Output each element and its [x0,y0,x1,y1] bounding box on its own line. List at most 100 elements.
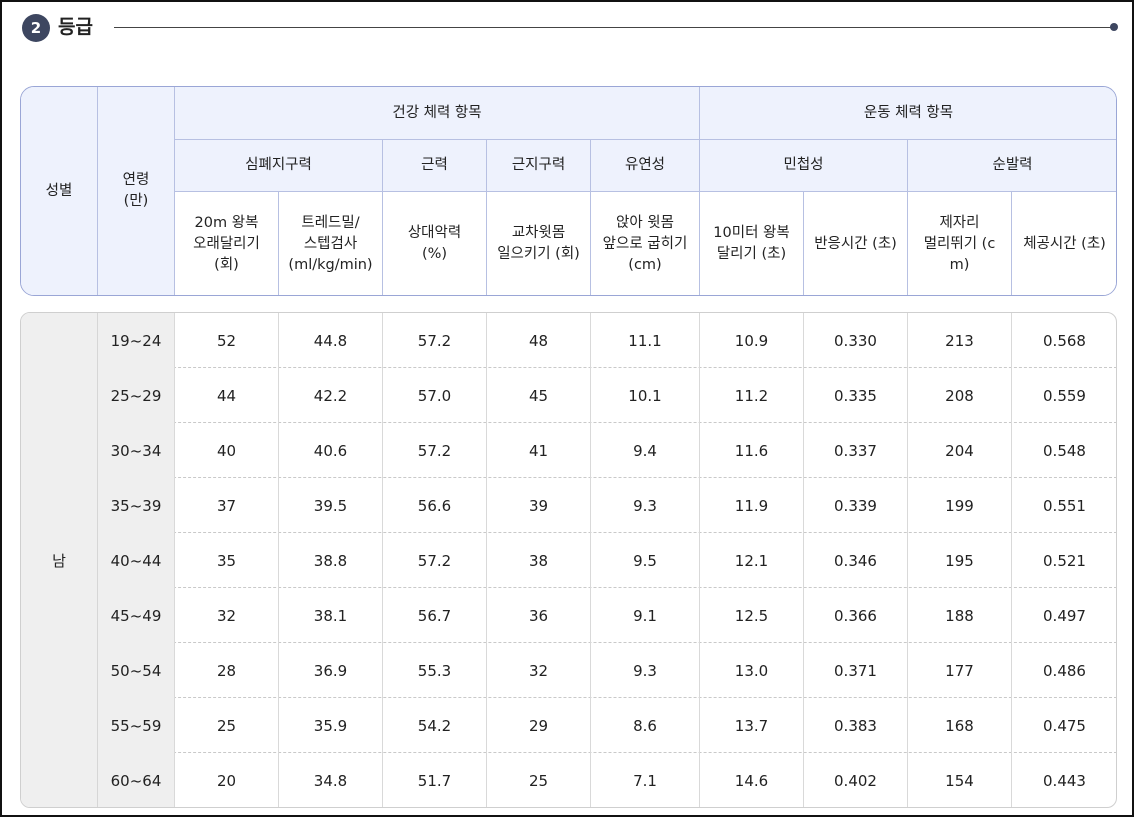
header-flexibility: 유연성 [591,140,700,192]
situp-cell: 25 [487,753,591,807]
header-item-situp: 교차윗몸 일으키기 (회) [487,192,591,295]
age-cell: 45~49 [98,588,175,643]
header-strength: 근력 [383,140,487,192]
shuttle-run-cell: 28 [175,643,279,698]
grade-table-body: 남 19~24 52 44.8 57.2 48 11.1 10.9 0.330 213 0.568… [20,312,1117,808]
airtime-cell: 0.568 [1043,331,1086,350]
header-item-shuttle-run: 20m 왕복 오래달리기 (회) [175,192,279,295]
table-row: 19~24 52 44.8 57.2 48 11.1 10.9 0.330 213 0.568 [98,313,1116,368]
long-jump-cell: 213 [908,313,1012,368]
header-item-sit-reach: 앉아 윗몸 앞으로 굽히기 (cm) [591,192,700,295]
sit-reach-cell: 9.3 [591,478,700,533]
shuttle-run-cell: 25 [175,698,279,753]
treadmill-cell: 36.9 [279,643,383,698]
age-cell: 50~54 [98,643,175,698]
sit-reach-cell: 9.3 [591,643,700,698]
header-power: 순발력 [908,140,1116,192]
table-row: 35~39 37 39.5 56.6 39 9.3 11.9 0.339 199 0.551 [98,478,1116,533]
sit-reach-cell: 7.1 [591,753,700,807]
age-cell: 30~34 [98,423,175,478]
grade-table-header: 성별 연령 (만) 건강 체력 항목 운동 체력 항목 심폐지구력 근력 근지구… [20,86,1117,296]
header-item-airtime: 체공시간 (초) [1012,192,1116,295]
header-sport-group: 운동 체력 항목 [700,87,1116,140]
10m-run-cell: 10.9 [700,313,804,368]
header-health-group: 건강 체력 항목 [175,87,700,140]
header-cardio: 심폐지구력 [175,140,383,192]
airtime-cell: 0.486 [1043,661,1086,680]
long-jump-cell: 177 [908,643,1012,698]
situp-cell: 29 [487,698,591,753]
grip-cell: 57.2 [383,313,487,368]
age-cell: 35~39 [98,478,175,533]
10m-run-cell: 12.5 [700,588,804,643]
shuttle-run-cell: 20 [175,753,279,807]
shuttle-run-cell: 32 [175,588,279,643]
airtime-cell: 0.475 [1043,716,1086,735]
sit-reach-cell: 8.6 [591,698,700,753]
shuttle-run-cell: 35 [175,533,279,588]
10m-run-cell: 11.2 [700,368,804,423]
grip-cell: 57.2 [383,423,487,478]
long-jump-cell: 195 [908,533,1012,588]
header-item-reaction: 반응시간 (초) [804,192,908,295]
reaction-cell: 0.402 [804,753,908,807]
long-jump-cell: 204 [908,423,1012,478]
situp-cell: 45 [487,368,591,423]
reaction-cell: 0.371 [804,643,908,698]
treadmill-cell: 34.8 [279,753,383,807]
section-number-badge: 2 [22,14,50,42]
table-row: 40~44 35 38.8 57.2 38 9.5 12.1 0.346 195 0.521 [98,533,1116,588]
header-agility: 민첩성 [700,140,908,192]
long-jump-cell: 168 [908,698,1012,753]
treadmill-cell: 40.6 [279,423,383,478]
reaction-cell: 0.330 [804,313,908,368]
table-row: 30~34 40 40.6 57.2 41 9.4 11.6 0.337 204 0.548 [98,423,1116,478]
shuttle-run-cell: 37 [175,478,279,533]
reaction-cell: 0.346 [804,533,908,588]
age-cell: 19~24 [98,313,175,368]
long-jump-cell: 199 [908,478,1012,533]
table-row: 25~29 44 42.2 57.0 45 10.1 11.2 0.335 208 0.559 [98,368,1116,423]
sit-reach-cell: 11.1 [591,313,700,368]
sit-reach-cell: 10.1 [591,368,700,423]
grip-cell: 57.0 [383,368,487,423]
treadmill-cell: 39.5 [279,478,383,533]
reaction-cell: 0.339 [804,478,908,533]
header-sex: 성별 [21,87,98,295]
situp-cell: 38 [487,533,591,588]
long-jump-cell: 154 [908,753,1012,807]
10m-run-cell: 11.6 [700,423,804,478]
treadmill-cell: 38.1 [279,588,383,643]
airtime-cell: 0.548 [1043,441,1086,460]
reaction-cell: 0.335 [804,368,908,423]
situp-cell: 39 [487,478,591,533]
treadmill-cell: 35.9 [279,698,383,753]
grip-cell: 55.3 [383,643,487,698]
treadmill-cell: 44.8 [279,313,383,368]
airtime-cell: 0.443 [1043,771,1086,790]
situp-cell: 41 [487,423,591,478]
title-divider [114,27,1114,28]
airtime-cell: 0.559 [1043,386,1086,405]
title-divider-dot [1110,23,1118,31]
treadmill-cell: 38.8 [279,533,383,588]
10m-run-cell: 11.9 [700,478,804,533]
shuttle-run-cell: 52 [175,313,279,368]
header-item-10m-run: 10미터 왕복 달리기 (초) [700,192,804,295]
table-row: 45~49 32 38.1 56.7 36 9.1 12.5 0.366 188 0.497 [98,588,1116,643]
header-endurance: 근지구력 [487,140,591,192]
reaction-cell: 0.366 [804,588,908,643]
shuttle-run-cell: 44 [175,368,279,423]
sit-reach-cell: 9.5 [591,533,700,588]
header-age: 연령 (만) [98,87,175,295]
sex-cell: 남 [21,313,98,807]
age-cell: 55~59 [98,698,175,753]
shuttle-run-cell: 40 [175,423,279,478]
header-item-treadmill: 트레드밀/ 스텝검사 (ml/kg/min) [279,192,383,295]
long-jump-cell: 208 [908,368,1012,423]
situp-cell: 32 [487,643,591,698]
age-cell: 25~29 [98,368,175,423]
situp-cell: 48 [487,313,591,368]
10m-run-cell: 12.1 [700,533,804,588]
